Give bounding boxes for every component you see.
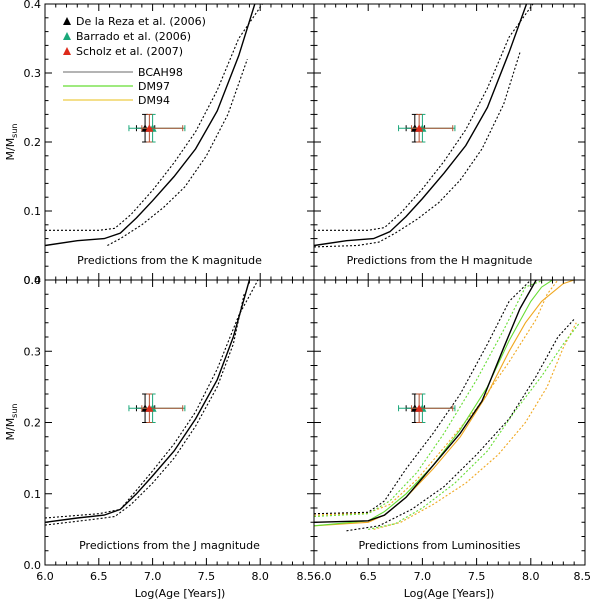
legend-marker bbox=[63, 32, 71, 40]
x-tick-label: 6.5 bbox=[90, 570, 108, 583]
x-axis-label-right: Log(Age [Years]) bbox=[404, 587, 495, 600]
y-tick-label: 0.1 bbox=[24, 488, 42, 501]
series-bcah98-solid-1 bbox=[314, 4, 528, 247]
panel-ticks-group bbox=[44, 279, 315, 566]
axis-text: Log(Age [Years]) Log(Age [Years]) M/Msun… bbox=[4, 124, 494, 601]
x-tick-label: 8.0 bbox=[522, 570, 540, 583]
panel-ticks-group bbox=[313, 3, 586, 281]
panel-series-group bbox=[45, 280, 259, 526]
panel-caption: Predictions from the K magnitude bbox=[77, 254, 262, 267]
x-tick-label: 8.5 bbox=[297, 570, 315, 583]
y-tick-label: 0.4 bbox=[24, 274, 42, 287]
series-bcah98-dotted-2 bbox=[45, 4, 263, 231]
x-tick-label: 8.0 bbox=[251, 570, 269, 583]
series-bcah98-dotted-2 bbox=[45, 280, 259, 519]
y-axis-label-bottom: M/Msun bbox=[4, 404, 19, 441]
x-tick-label: 6.0 bbox=[36, 570, 54, 583]
panel-caption: Predictions from the H magnitude bbox=[347, 254, 533, 267]
x-tick-label: 7.5 bbox=[198, 570, 216, 583]
panel-2: Predictions from the H magnitude bbox=[313, 3, 586, 281]
x-tick-label: 7.0 bbox=[414, 570, 432, 583]
series-dm97-dotted-3 bbox=[314, 280, 544, 518]
panel-caption: Predictions from the J magnitude bbox=[79, 539, 260, 552]
y-tick-label: 0.2 bbox=[24, 136, 42, 149]
legend-line-label: DM94 bbox=[138, 94, 170, 107]
legend-marker-label: Barrado et al. (2006) bbox=[76, 30, 191, 43]
panel-points-group bbox=[398, 113, 456, 143]
series-bcah98-solid-1 bbox=[45, 4, 256, 247]
y-tick-label: 0.4 bbox=[24, 0, 42, 11]
panel-series-group bbox=[45, 4, 263, 247]
panel-frame bbox=[44, 279, 315, 566]
series-dm94-solid-7 bbox=[314, 280, 575, 527]
x-axis-label-left: Log(Age [Years]) bbox=[135, 587, 226, 600]
y-tick-label: 0.2 bbox=[24, 417, 42, 430]
y-tick-label: 0.3 bbox=[24, 345, 42, 358]
panel-1: 0.0 0.1 0.2 0.3 0.4 Predictions from the K ma… bbox=[24, 0, 315, 287]
series-dm97-dotted-4 bbox=[368, 322, 581, 530]
y-tick-label: 0.1 bbox=[24, 205, 42, 218]
y-axis-label-sub: sun bbox=[10, 124, 19, 138]
panel-caption: Predictions from Luminosities bbox=[358, 539, 520, 552]
point-scholz bbox=[145, 124, 154, 132]
x-tick-label: 8.5 bbox=[574, 570, 592, 583]
panel-points-group bbox=[128, 113, 186, 143]
series-bcah98-dotted-5 bbox=[314, 280, 532, 515]
panels: 0.0 0.1 0.2 0.3 0.4 Predictions from the K ma… bbox=[24, 0, 592, 583]
series-bcah98-solid-1 bbox=[45, 280, 251, 523]
legend-marker-label: Scholz et al. (2007) bbox=[76, 45, 183, 58]
panel-ticks-group bbox=[313, 279, 586, 566]
series-dm97-solid-8 bbox=[314, 280, 553, 527]
point-scholz bbox=[415, 404, 424, 412]
x-tick-label: 7.5 bbox=[468, 570, 486, 583]
series-bcah98-dotted-3 bbox=[45, 294, 245, 526]
y-axis-label-sub: sun bbox=[10, 404, 19, 418]
panel-points-group bbox=[128, 393, 186, 423]
x-tick-label: 7.0 bbox=[144, 570, 162, 583]
y-axis-label-main: M/M bbox=[4, 418, 17, 441]
legend-line-label: DM97 bbox=[138, 80, 170, 93]
legend-marker-label: De la Reza et al. (2006) bbox=[76, 15, 206, 28]
y-tick-label: 0.0 bbox=[24, 559, 42, 572]
legend-marker bbox=[63, 47, 71, 55]
series-dm94-dotted-1 bbox=[314, 280, 559, 516]
panel-ticks-group bbox=[44, 3, 315, 281]
y-axis-label-main: M/M bbox=[4, 138, 17, 161]
y-axis-label-top: M/Msun bbox=[4, 124, 19, 161]
y-tick-label: 0.3 bbox=[24, 67, 42, 80]
series-bcah98-dotted-3 bbox=[314, 52, 521, 248]
panel-3: 0.0 0.1 0.2 0.3 0.4 6.0 6.5 7.0 7.5 8.0 8.5 Predict… bbox=[24, 274, 315, 583]
panel-series-group bbox=[314, 4, 534, 248]
point-scholz bbox=[415, 124, 424, 132]
series-bcah98-solid-9 bbox=[314, 280, 537, 523]
panel-points-group bbox=[398, 393, 456, 423]
series-dm94-dotted-2 bbox=[373, 322, 577, 530]
x-tick-label: 6.0 bbox=[314, 570, 332, 583]
legend-line-label: BCAH98 bbox=[138, 66, 183, 79]
legend-marker bbox=[63, 17, 71, 25]
point-scholz bbox=[145, 404, 154, 412]
series-bcah98-dotted-6 bbox=[346, 318, 575, 532]
series-bcah98-dotted-2 bbox=[314, 4, 534, 231]
panel-frame bbox=[313, 3, 586, 281]
legend: De la Reza et al. (2006) Barrado et al. (… bbox=[63, 15, 206, 107]
panel-4: 6.0 6.5 7.0 7.5 8.0 8.5 Predictions from Lumin… bbox=[313, 279, 592, 583]
panel-series-group bbox=[314, 280, 581, 532]
y-tick-label: 0.0 bbox=[24, 274, 42, 287]
x-tick-label: 6.5 bbox=[359, 570, 377, 583]
